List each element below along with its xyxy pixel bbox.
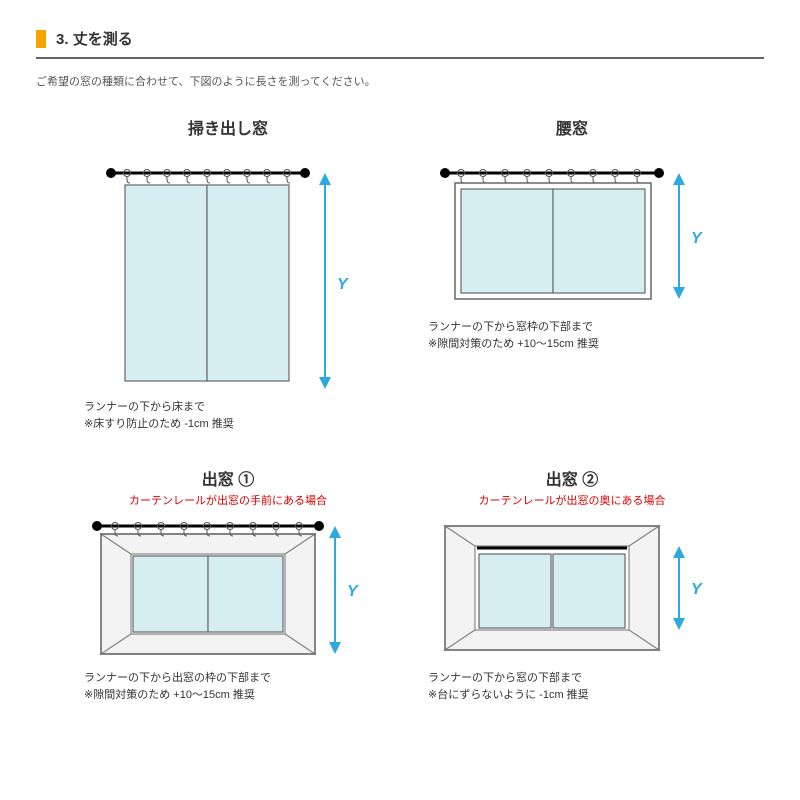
figure-d-title: 出窓 ②	[546, 466, 598, 490]
figure-d-caption-line1: ランナーの下から窓の下部まで	[428, 672, 582, 684]
figure-c-subtitle: カーテンレールが出窓の手前にある場合	[129, 492, 327, 506]
figure-d-caption: ランナーの下から窓の下部まで ※台にずらないように -1cm 推奨	[420, 670, 589, 703]
figure-d: 出窓 ② カーテンレールが出窓の奥にある場合 Y ラン	[420, 466, 724, 703]
figure-c: 出窓 ① カーテンレールが出窓の手前にある場合	[76, 466, 380, 703]
figure-b: 腰窓	[420, 115, 724, 432]
figure-b-diagram: Y	[427, 159, 717, 309]
section-title-text: 丈を測る	[73, 31, 133, 48]
figure-a: 掃き出し窓	[76, 115, 380, 432]
figure-b-title: 腰窓	[556, 115, 588, 139]
figure-c-caption-line2: ※隙間対策のため +10～15cm 推奨	[84, 689, 255, 701]
section-bullet	[36, 30, 46, 48]
intro-text: ご希望の窓の種類に合わせて、下図のように長さを測ってください。	[36, 73, 764, 89]
section-title: 3. 丈を測る	[56, 28, 133, 49]
figure-c-caption-line1: ランナーの下から出窓の枠の下部まで	[84, 672, 271, 684]
figure-c-title: 出窓 ①	[202, 466, 254, 490]
figure-d-caption-line2: ※台にずらないように -1cm 推奨	[428, 689, 589, 701]
figure-d-diagram: Y	[427, 510, 717, 660]
figure-a-caption-line2: ※床すり防止のため -1cm 推奨	[84, 418, 234, 430]
figure-b-caption: ランナーの下から窓枠の下部まで ※隙間対策のため +10～15cm 推奨	[420, 319, 599, 352]
figure-b-ylabel: Y	[691, 230, 703, 247]
figure-c-diagram: Y	[83, 510, 373, 660]
figure-c-ylabel: Y	[347, 583, 359, 600]
figure-a-diagram: Y	[93, 159, 363, 389]
section-number: 3.	[56, 31, 69, 48]
figure-c-caption: ランナーの下から出窓の枠の下部まで ※隙間対策のため +10～15cm 推奨	[76, 670, 271, 703]
figure-d-subtitle: カーテンレールが出窓の奥にある場合	[479, 492, 666, 506]
figure-a-caption-line1: ランナーの下から床まで	[84, 401, 205, 413]
figure-a-ylabel: Y	[337, 276, 349, 293]
section-header: 3. 丈を測る	[36, 28, 764, 59]
figure-b-caption-line2: ※隙間対策のため +10～15cm 推奨	[428, 338, 599, 350]
figure-a-caption: ランナーの下から床まで ※床すり防止のため -1cm 推奨	[76, 399, 234, 432]
figure-grid: 掃き出し窓	[36, 115, 764, 703]
figure-a-title: 掃き出し窓	[188, 115, 268, 139]
figure-d-ylabel: Y	[691, 581, 703, 598]
figure-b-caption-line1: ランナーの下から窓枠の下部まで	[428, 321, 593, 333]
